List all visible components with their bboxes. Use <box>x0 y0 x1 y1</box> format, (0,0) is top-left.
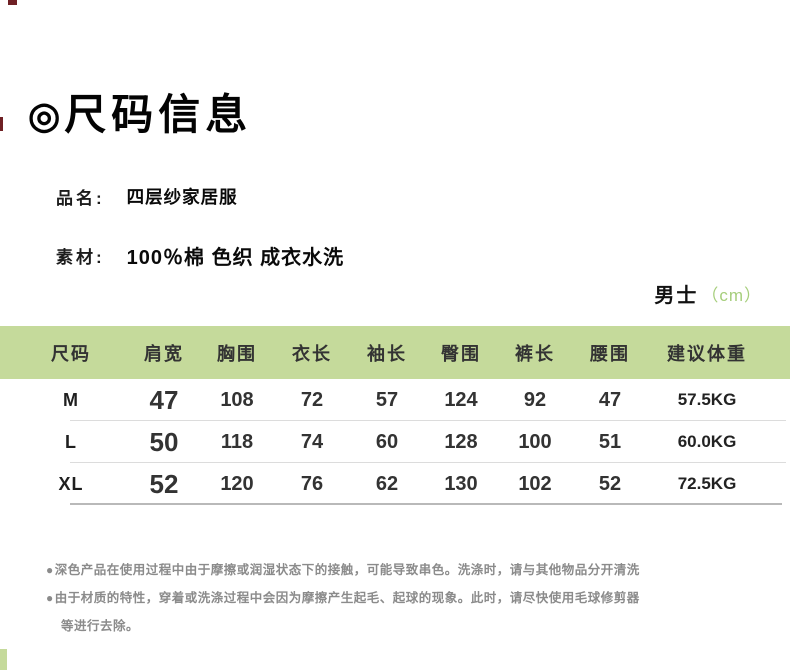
cell-weight: 72.5KG <box>677 474 737 493</box>
care-notes: ● 深色产品在使用过程中由于摩擦或润湿状态下的接触，可能导致串色。洗涤时，请与其… <box>46 562 766 646</box>
col-header-waist: 腰围 <box>590 343 630 364</box>
page-title: 尺码信息 <box>64 91 253 138</box>
product-name-value: 四层纱家居服 <box>126 187 238 207</box>
product-material-row: 素材: 100％棉 色织 成衣水洗 <box>56 241 344 270</box>
product-material-value: 100％棉 色织 成衣水洗 <box>126 247 345 269</box>
care-note-text: 等进行去除。 <box>61 619 140 633</box>
product-material-label: 素材: <box>56 248 105 267</box>
care-note-2-continued: 等进行去除。 <box>46 618 766 634</box>
cell-hip: 124 <box>444 388 478 411</box>
cell-hip: 130 <box>444 472 478 495</box>
cell-chest: 120 <box>220 472 254 495</box>
size-table-header: 尺码 肩宽 胸围 衣长 袖长 臀围 裤长 腰围 建议体重 <box>0 326 790 379</box>
cell-size: M <box>63 389 79 410</box>
unit-cm-label: （cm） <box>701 286 762 305</box>
table-row-xl: XL 52 120 76 62 130 102 52 72.5KG <box>0 463 790 505</box>
bullseye-icon: ◎ <box>28 94 61 136</box>
cell-sleeve: 60 <box>375 430 399 453</box>
care-note-1: ● 深色产品在使用过程中由于摩擦或润湿状态下的接触，可能导致串色。洗涤时，请与其… <box>46 562 766 578</box>
col-header-hip: 臀围 <box>441 343 481 364</box>
cell-size: L <box>65 431 77 452</box>
col-header-shoulder: 肩宽 <box>144 343 184 364</box>
table-row-l: L 50 118 74 60 128 100 51 60.0KG <box>0 421 790 463</box>
cell-sleeve: 57 <box>375 388 399 411</box>
bullet-icon: ● <box>46 563 54 577</box>
cell-shoulder: 52 <box>149 468 179 499</box>
section-title: ◎ 尺码信息 <box>28 91 253 138</box>
col-header-pants: 裤长 <box>515 343 555 364</box>
cell-sleeve: 62 <box>375 472 399 495</box>
care-note-text: 深色产品在使用过程中由于摩擦或润湿状态下的接触，可能导致串色。洗涤时，请与其他物… <box>54 563 640 577</box>
col-header-chest: 胸围 <box>217 343 257 364</box>
cell-pants: 92 <box>523 388 547 411</box>
cell-length: 72 <box>300 388 324 411</box>
cell-weight: 57.5KG <box>677 390 737 409</box>
cell-waist: 47 <box>598 388 622 411</box>
cell-length: 74 <box>300 430 324 453</box>
cell-shoulder: 47 <box>149 384 179 415</box>
col-header-weight: 建议体重 <box>667 343 747 364</box>
care-note-2: ● 由于材质的特性，穿着或洗涤过程中会因为摩擦产生起毛、起球的现象。此时，请尽快… <box>46 590 766 606</box>
table-row-m: M 47 108 72 57 124 92 47 57.5KG <box>0 379 790 421</box>
row-divider <box>70 420 786 421</box>
col-header-sleeve: 袖长 <box>367 343 407 364</box>
cropped-red-mark-top <box>8 0 17 5</box>
col-header-length: 衣长 <box>292 343 332 364</box>
cropped-green-mark-bottom <box>0 649 7 670</box>
bullet-icon: ● <box>46 591 54 605</box>
care-note-text: 由于材质的特性，穿着或洗涤过程中会因为摩擦产生起毛、起球的现象。此时，请尽快使用… <box>54 591 640 605</box>
gender-label: 男士 <box>654 285 699 307</box>
cell-waist: 51 <box>598 430 622 453</box>
cell-pants: 100 <box>518 430 552 453</box>
col-header-size: 尺码 <box>51 343 91 364</box>
cell-shoulder: 50 <box>149 426 179 457</box>
product-name-row: 品名: 四层纱家居服 <box>56 184 238 209</box>
cell-size: XL <box>58 473 84 494</box>
cell-chest: 108 <box>220 388 254 411</box>
cell-weight: 60.0KG <box>677 432 737 451</box>
cropped-red-mark-left <box>0 117 3 131</box>
product-name-label: 品名: <box>56 189 105 208</box>
table-bottom-border <box>70 503 782 505</box>
cell-hip: 128 <box>444 430 478 453</box>
row-divider <box>70 462 786 463</box>
cell-length: 76 <box>300 472 324 495</box>
size-table: 尺码 肩宽 胸围 衣长 袖长 臀围 裤长 腰围 建议体重 M 47 108 72… <box>0 326 790 505</box>
gender-unit-tag: 男士 （cm） <box>654 279 762 308</box>
cell-chest: 118 <box>220 430 254 453</box>
cell-waist: 52 <box>598 472 622 495</box>
cell-pants: 102 <box>518 472 552 495</box>
